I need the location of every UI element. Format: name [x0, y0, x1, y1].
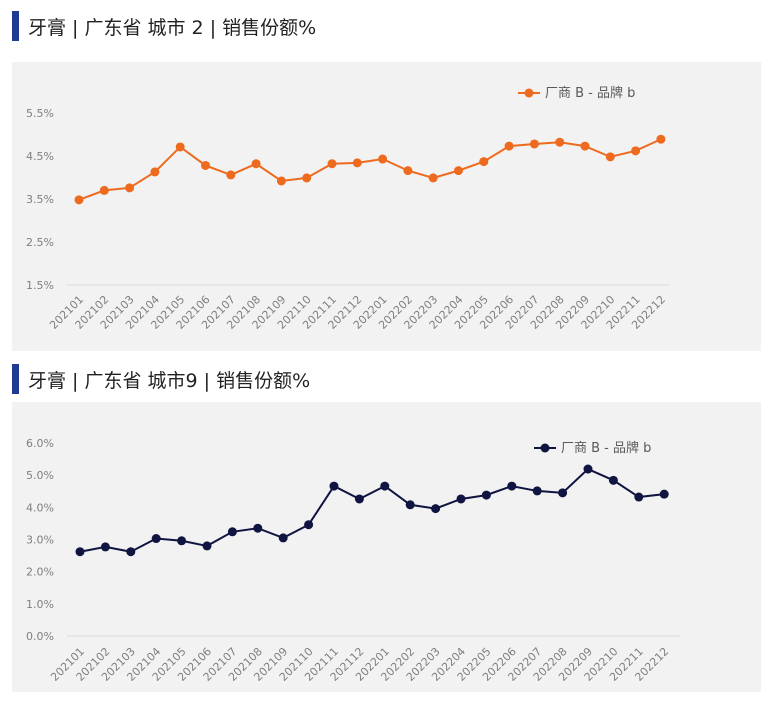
- chart1-panel: 1.5% 2.5% 3.5% 4.5% 5.5% 202101 202102 202103 20…: [12, 62, 761, 351]
- chart2-ytick-label: 2.0%: [26, 566, 54, 579]
- chart2-data-point: [431, 504, 441, 514]
- chart1-data-point: [251, 159, 261, 169]
- chart2-data-point: [304, 520, 314, 530]
- chart1-title: 牙膏 | 广东省 城市 2 | 销售份额%: [28, 16, 317, 39]
- chart1-data-point: [605, 152, 615, 162]
- chart1-title-accent-bar: [12, 11, 19, 41]
- chart2-data-point: [608, 475, 618, 485]
- chart1-data-point: [504, 141, 514, 151]
- chart1-data-point: [378, 154, 388, 164]
- chart2-ytick-label: 4.0%: [26, 501, 54, 514]
- chart2-data-point: [126, 547, 136, 557]
- chart1-data-point: [150, 167, 160, 177]
- chart1-data-point: [555, 137, 565, 147]
- chart2-data-point: [75, 547, 85, 557]
- chart1-plot: 1.5%2.5%3.5%4.5%5.5%20210120210220210320…: [26, 85, 669, 332]
- chart2-data-point: [253, 523, 263, 533]
- chart2-ytick-label: 3.0%: [26, 534, 54, 547]
- chart2-data-point: [481, 490, 491, 500]
- chart1-data-point: [125, 183, 135, 193]
- chart2-title: 牙膏 | 广东省 城市9 | 销售份额%: [28, 369, 311, 392]
- chart1-data-point: [403, 166, 413, 176]
- chart1-data-point: [99, 185, 109, 195]
- chart1-ytick-label: 4.5%: [26, 150, 54, 163]
- chart2-data-point: [329, 481, 339, 491]
- chart1-ytick-label: 2.5%: [26, 236, 54, 249]
- chart2-ytick-label: 5.0%: [26, 469, 54, 482]
- chart1-series-line: [78, 138, 662, 201]
- chart2-data-point: [202, 541, 212, 551]
- chart2-data-point: [177, 536, 187, 546]
- chart2-panel: 0.0% 1.0% 2.0% 3.0% 4.0% 5.0% 6.0% 202101 202102…: [12, 402, 761, 692]
- chart1-data-point: [74, 195, 84, 205]
- chart1-data-point: [175, 142, 185, 152]
- chart1-data-point: [656, 134, 666, 144]
- chart1-data-point: [302, 173, 312, 183]
- chart2-title-accent-bar: [12, 364, 19, 394]
- chart2-data-point: [380, 481, 390, 491]
- chart1-ytick-label: 5.5%: [26, 107, 54, 120]
- chart1-data-point: [352, 158, 362, 168]
- chart2-data-point: [659, 489, 669, 499]
- chart2-data-point: [456, 494, 466, 504]
- chart2-data-point: [532, 486, 542, 496]
- chart2-ytick-label: 1.0%: [26, 598, 54, 611]
- chart1-data-point: [529, 139, 539, 149]
- chart2-ytick-label: 0.0%: [26, 630, 54, 643]
- chart1-legend-marker: [524, 88, 534, 98]
- chart2-plot: 0.0%1.0%2.0%3.0%4.0%5.0%6.0%202101202102…: [26, 437, 680, 684]
- chart2-legend-marker: [540, 443, 550, 453]
- chart1-data-point: [201, 160, 210, 170]
- chart1-data-point: [327, 159, 337, 169]
- chart1-ytick-label: 3.5%: [26, 193, 54, 206]
- chart1-data-point: [580, 141, 590, 151]
- chart1-title-block: 牙膏 | 广东省 城市 2 | 销售份额%: [12, 11, 316, 41]
- chart2-data-point: [354, 494, 364, 504]
- chart1-ytick-label: 1.5%: [26, 279, 54, 292]
- chart1-legend-label: 厂商 B - 品牌 b: [545, 85, 635, 101]
- chart2-series-line: [79, 467, 665, 553]
- chart1-data-point: [479, 157, 489, 167]
- chart2-data-point: [558, 488, 568, 498]
- chart2-data-point: [583, 464, 593, 474]
- chart2-legend-label: 厂商 B - 品牌 b: [561, 440, 651, 456]
- chart2-data-point: [100, 542, 110, 552]
- chart2-data-point: [405, 500, 415, 510]
- chart1-data-point: [226, 170, 236, 180]
- chart1-data-point: [428, 173, 438, 183]
- chart2-title-block: 牙膏 | 广东省 城市9 | 销售份额%: [12, 364, 310, 394]
- chart1-data-point: [454, 166, 463, 176]
- chart2-data-point: [151, 534, 161, 544]
- chart2-data-point: [507, 481, 517, 491]
- chart1-data-point: [631, 146, 641, 156]
- chart2-data-point: [634, 492, 644, 502]
- chart2-data-point: [227, 527, 237, 537]
- chart2-data-point: [278, 533, 288, 543]
- chart1-data-point: [276, 176, 286, 186]
- chart2-ytick-label: 6.0%: [26, 437, 54, 450]
